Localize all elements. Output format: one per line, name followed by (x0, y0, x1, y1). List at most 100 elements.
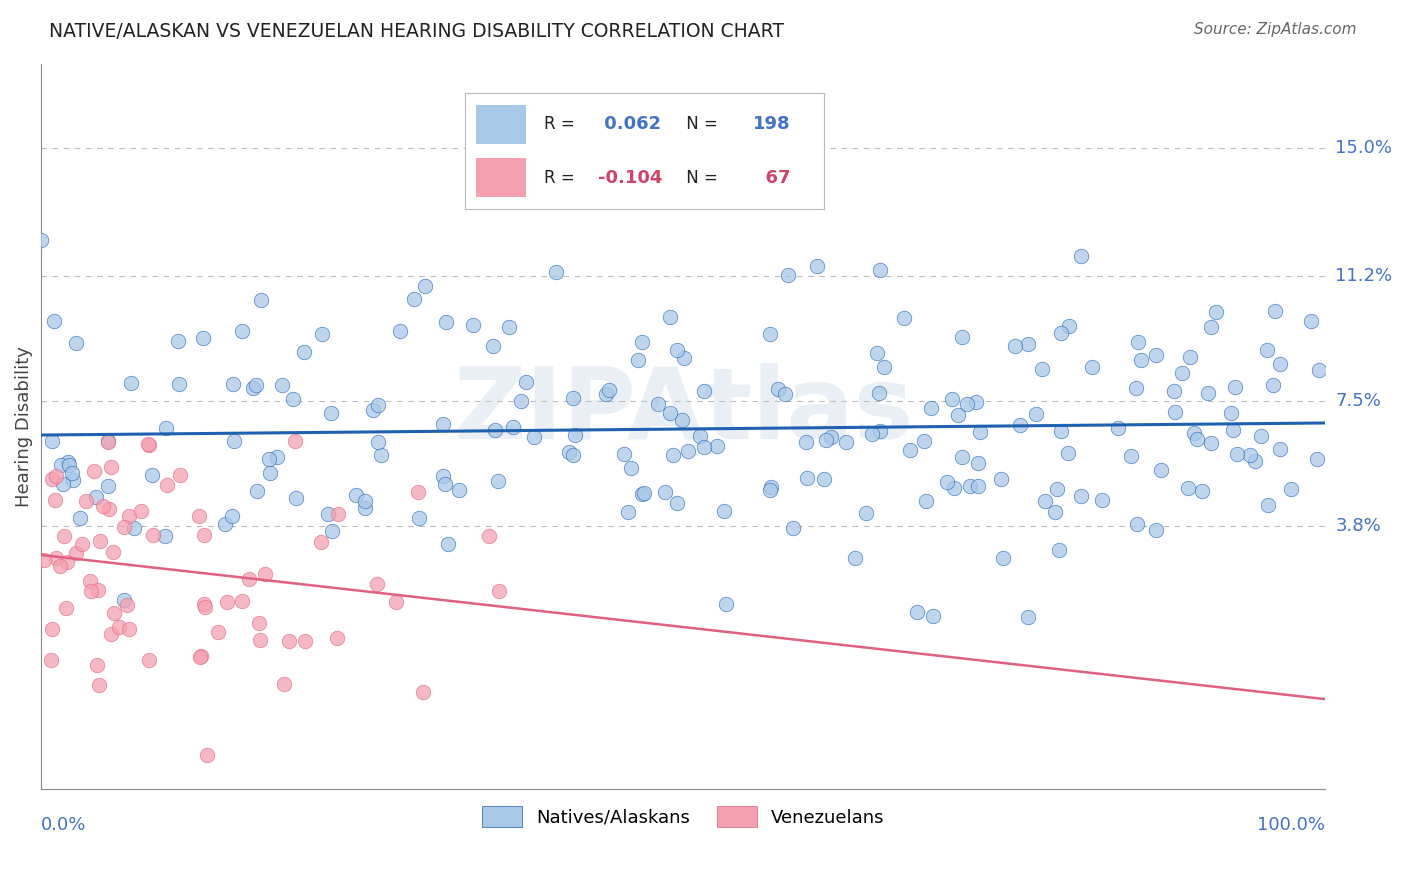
Point (45, 468, 67, 483)
Point (1180, 350, 1202, 364)
Point (245, 378, 267, 392)
Point (195, 748, 218, 763)
Point (41, 623, 63, 637)
Point (97, 434, 120, 448)
Point (120, 376, 142, 390)
Point (915, 494, 938, 508)
Point (620, 461, 643, 475)
Point (432, 468, 454, 483)
Point (1182, 426, 1205, 441)
Point (167, 376, 190, 391)
Point (1081, 359, 1104, 374)
Point (1025, 407, 1047, 421)
Point (1263, 377, 1285, 392)
Point (253, 566, 276, 581)
Point (671, 413, 693, 427)
Point (367, 434, 389, 449)
Point (190, 650, 212, 665)
Point (363, 403, 385, 417)
Point (138, 653, 160, 667)
Point (820, 430, 842, 444)
Point (1191, 483, 1213, 498)
Point (1268, 442, 1291, 456)
Point (247, 615, 270, 630)
Point (65, 546, 87, 560)
Point (844, 551, 866, 566)
Point (905, 605, 928, 619)
Text: 0.0%: 0.0% (41, 816, 87, 834)
Point (366, 576, 388, 591)
Point (112, 592, 135, 607)
Point (1185, 432, 1208, 446)
Point (75, 494, 97, 508)
Point (432, 417, 454, 431)
Text: 7.5%: 7.5% (1336, 392, 1381, 410)
Point (249, 632, 271, 647)
Point (855, 506, 877, 520)
Point (633, 486, 655, 500)
Point (1033, 494, 1056, 508)
Point (1070, 249, 1092, 263)
Point (523, 430, 546, 444)
Point (1008, 418, 1031, 433)
Point (292, 345, 315, 359)
Point (1107, 420, 1129, 434)
Point (1308, 363, 1330, 377)
Point (155, 478, 177, 492)
Point (1219, 406, 1241, 420)
Point (141, 467, 163, 482)
Text: 15.0%: 15.0% (1336, 139, 1392, 157)
Point (321, 524, 343, 538)
Point (45, 550, 67, 565)
Point (666, 496, 689, 510)
Point (873, 360, 896, 375)
Point (41, 434, 63, 449)
Point (1264, 304, 1286, 318)
Point (1171, 366, 1194, 380)
Point (311, 326, 333, 341)
Point (60, 466, 83, 480)
Point (217, 595, 239, 609)
Point (100, 460, 122, 475)
Point (893, 311, 915, 326)
Point (91, 499, 114, 513)
Point (1043, 505, 1066, 519)
Point (510, 393, 533, 408)
Point (194, 599, 217, 614)
Point (326, 631, 349, 645)
Point (97, 501, 120, 516)
Point (155, 421, 177, 435)
Point (436, 537, 458, 551)
Point (1222, 423, 1244, 437)
Point (666, 343, 689, 357)
Point (1301, 314, 1323, 328)
Point (384, 594, 406, 608)
Point (53, 529, 76, 543)
Point (142, 528, 165, 542)
Point (122, 521, 145, 535)
Point (413, 279, 436, 293)
Point (617, 505, 640, 519)
Point (835, 435, 858, 450)
Point (117, 598, 139, 612)
Point (956, 397, 979, 411)
Point (101, 544, 124, 558)
Point (84, 490, 107, 504)
Point (658, 310, 681, 325)
Point (193, 597, 215, 611)
Point (1150, 463, 1173, 477)
Point (544, 265, 567, 279)
Point (138, 437, 160, 451)
Point (294, 633, 316, 648)
Point (100, 626, 122, 640)
Point (406, 485, 429, 500)
Point (402, 292, 425, 306)
Point (654, 484, 676, 499)
Point (1057, 446, 1080, 460)
Point (862, 427, 884, 442)
Point (242, 381, 264, 395)
Point (921, 608, 943, 623)
Point (991, 550, 1014, 565)
Point (990, 472, 1012, 486)
Point (354, 500, 377, 515)
